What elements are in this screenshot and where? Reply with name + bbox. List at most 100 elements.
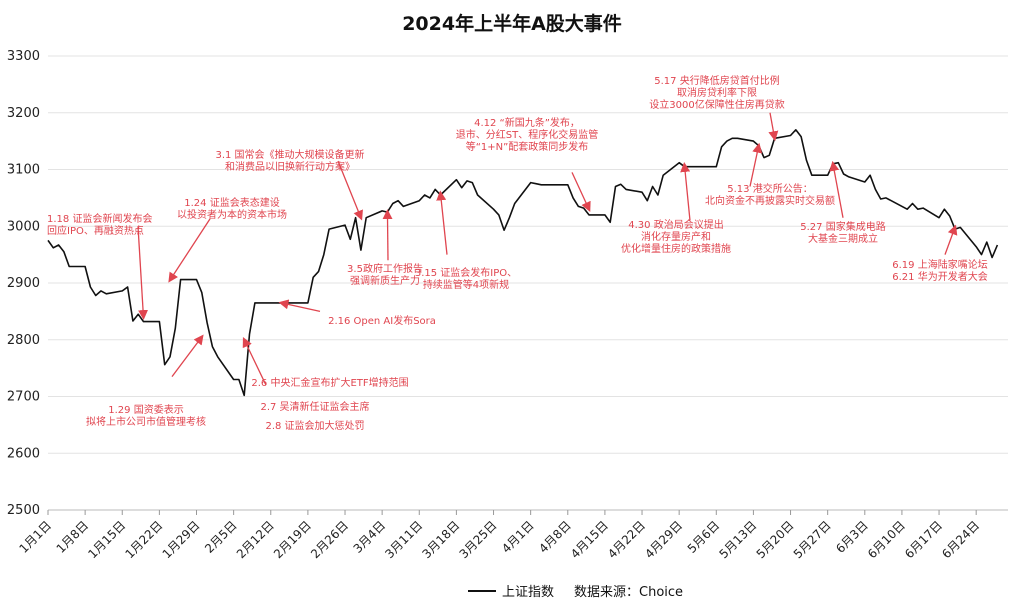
annotation-line: 取消房贷利率下限 xyxy=(677,86,757,99)
annotation-line: 3.15 证监会发布IPO、 xyxy=(415,266,517,279)
annotation-arrow xyxy=(168,218,211,283)
annotation-line: 2.8 证监会加大惩处罚 xyxy=(265,419,364,432)
annotation-line: 持续监管等4项新规 xyxy=(423,278,509,291)
annotation-text: 2.6 中央汇金宣布扩大ETF增持范围 xyxy=(251,376,408,389)
x-tick-label: 1月22日 xyxy=(122,518,165,561)
annotation-arrow xyxy=(749,142,763,187)
y-tick-label: 3300 xyxy=(7,49,40,64)
annotation-line: 5.17 央行降低房贷首付比例 xyxy=(654,74,779,87)
x-tick-label: 2月26日 xyxy=(308,518,351,561)
annotation-line: 1.29 国资委表示 xyxy=(108,403,183,416)
annotation-line: 4.30 政治局会议提出 xyxy=(628,218,723,231)
x-tick-label: 5月20日 xyxy=(754,518,797,561)
annotation: 3.5政府工作报告强调新质生产力 xyxy=(347,209,423,287)
annotation: 3.15 证监会发布IPO、持续监管等4项新规 xyxy=(415,190,517,291)
annotation-text: 3.15 证监会发布IPO、持续监管等4项新规 xyxy=(415,266,517,291)
y-tick-label: 3200 xyxy=(7,106,40,121)
x-tick-label: 6月10日 xyxy=(865,518,908,561)
annotation-arrow xyxy=(944,224,958,255)
annotation-text: 5.17 央行降低房贷首付比例取消房贷利率下限设立3000亿保障性住房再贷款 xyxy=(649,74,784,111)
annotation-line: 1.24 证监会表态建设 xyxy=(184,196,279,209)
x-tick-label: 2月12日 xyxy=(234,518,277,561)
annotation-line: 拟将上市公司市值管理考核 xyxy=(86,415,206,428)
x-tick-label: 3月18日 xyxy=(419,518,462,561)
annotation-arrow xyxy=(171,334,204,378)
annotation: 2.7 吴清新任证监会主席 xyxy=(260,400,369,413)
annotation-line: 2.16 Open AI发布Sora xyxy=(328,314,436,327)
annotation-line: 等“1+N”配套政策同步发布 xyxy=(466,140,589,153)
annotation-arrow xyxy=(242,337,267,386)
x-tick-label: 4月15日 xyxy=(568,518,611,561)
annotation-arrow xyxy=(337,160,363,221)
annotation-arrow xyxy=(382,209,393,261)
x-tick-label: 4月29日 xyxy=(642,518,685,561)
annotation-arrow xyxy=(829,160,844,218)
annotation-arrow xyxy=(680,161,691,221)
legend: 上证指数 数据来源：Choice xyxy=(468,585,683,600)
annotation-line: 4.12 “新国九条”发布， xyxy=(474,116,580,129)
annotation: 5.13 港交所公告：北向资金不再披露实时交易额 xyxy=(705,142,835,207)
legend-series-label: 上证指数 xyxy=(502,585,554,600)
annotation: 5.27 国家集成电路大基金三期成立 xyxy=(800,160,886,245)
y-tick-label: 3100 xyxy=(7,163,40,178)
annotation-text: 3.1 国常会《推动大规模设备更新和消费品以旧换新行动方案》 xyxy=(215,148,364,173)
y-tick-label: 2500 xyxy=(7,503,40,518)
annotation: 2.8 证监会加大惩处罚 xyxy=(265,419,364,432)
x-tick-label: 6月24日 xyxy=(939,518,982,561)
annotation: 3.1 国常会《推动大规模设备更新和消费品以旧换新行动方案》 xyxy=(215,148,365,221)
y-tick-label: 2800 xyxy=(7,333,40,348)
annotation-line: 2.7 吴清新任证监会主席 xyxy=(260,400,369,413)
y-tick-label: 2700 xyxy=(7,390,40,405)
annotation-text: 2.8 证监会加大惩处罚 xyxy=(265,419,364,432)
x-tick-label: 3月11日 xyxy=(382,518,425,561)
annotation-line: 以投资者为本的资本市场 xyxy=(177,208,287,221)
annotation-text: 4.12 “新国九条”发布，退市、分红ST、程序化交易监管等“1+N”配套政策同… xyxy=(456,116,598,153)
annotation: 1.29 国资委表示拟将上市公司市值管理考核 xyxy=(86,334,206,428)
annotation-line: 强调新质生产力 xyxy=(350,274,420,287)
annotation: 4.12 “新国九条”发布，退市、分红ST、程序化交易监管等“1+N”配套政策同… xyxy=(456,116,598,212)
annotation-text: 1.24 证监会表态建设以投资者为本的资本市场 xyxy=(177,196,287,221)
annotation-text: 1.18 证监会新闻发布会回应IPO、再融资热点 xyxy=(47,212,152,237)
annotation-text: 6.19 上海陆家嘴论坛 6.21 华为开发者大会 xyxy=(892,258,987,283)
annotation-line: 退市、分红ST、程序化交易监管 xyxy=(456,128,598,141)
annotation-line: 3.1 国常会《推动大规模设备更新 xyxy=(215,148,364,161)
x-tick-label: 1月1日 xyxy=(16,518,54,556)
annotation: 2.16 Open AI发布Sora xyxy=(278,299,436,327)
annotation-line: 大基金三期成立 xyxy=(808,232,878,245)
annotations: 1.18 证监会新闻发布会回应IPO、再融资热点 1.24 证监会表态建设以投资者… xyxy=(47,74,988,432)
annotation: 6.19 上海陆家嘴论坛 6.21 华为开发者大会 xyxy=(892,224,988,283)
y-axis-ticks: 2500 2600 2700 2800 2900 3000 3100 3200 3300 xyxy=(7,49,40,518)
x-tick-label: 2月19日 xyxy=(271,518,314,561)
annotation: 1.18 证监会新闻发布会回应IPO、再融资热点 xyxy=(47,212,152,321)
annotation-line: 消化存量房产和 xyxy=(641,230,711,243)
series xyxy=(47,129,999,397)
annotation-line: 设立3000亿保障性住房再贷款 xyxy=(649,98,784,111)
annotation-line: 6.21 华为开发者大会 xyxy=(892,270,987,283)
x-tick-label: 1月15日 xyxy=(85,518,128,561)
chart-title: 2024年上半年A股大事件 xyxy=(402,12,622,35)
annotation-arrow xyxy=(137,226,149,321)
annotation: 2.6 中央汇金宣布扩大ETF增持范围 xyxy=(242,337,409,389)
annotation-line: 优化增量住房的政策措施 xyxy=(621,242,731,255)
annotation-line: 2.6 中央汇金宣布扩大ETF增持范围 xyxy=(251,376,408,389)
y-tick-label: 2600 xyxy=(7,446,40,461)
annotation-line: 和消费品以旧换新行动方案》 xyxy=(225,160,355,173)
annotation-text: 5.27 国家集成电路大基金三期成立 xyxy=(800,220,885,245)
annotation-arrow xyxy=(278,299,321,313)
annotation-text: 1.29 国资委表示拟将上市公司市值管理考核 xyxy=(86,403,206,428)
x-tick-label: 4月1日 xyxy=(499,518,537,556)
y-tick-label: 3000 xyxy=(7,219,40,234)
annotation: 1.24 证监会表态建设以投资者为本的资本市场 xyxy=(168,196,287,283)
x-tick-label: 5月27日 xyxy=(791,518,834,561)
annotation-line: 6.19 上海陆家嘴论坛 xyxy=(892,258,987,271)
annotation-text: 5.13 港交所公告：北向资金不再披露实时交易额 xyxy=(705,182,835,207)
annotation-text: 2.16 Open AI发布Sora xyxy=(328,314,436,327)
y-tick-label: 2900 xyxy=(7,276,40,291)
annotation-line: 回应IPO、再融资热点 xyxy=(47,224,144,237)
x-tick-label: 4月22日 xyxy=(605,518,648,561)
x-tick-label: 1月29日 xyxy=(160,518,203,561)
annotation-arrow xyxy=(436,190,448,255)
